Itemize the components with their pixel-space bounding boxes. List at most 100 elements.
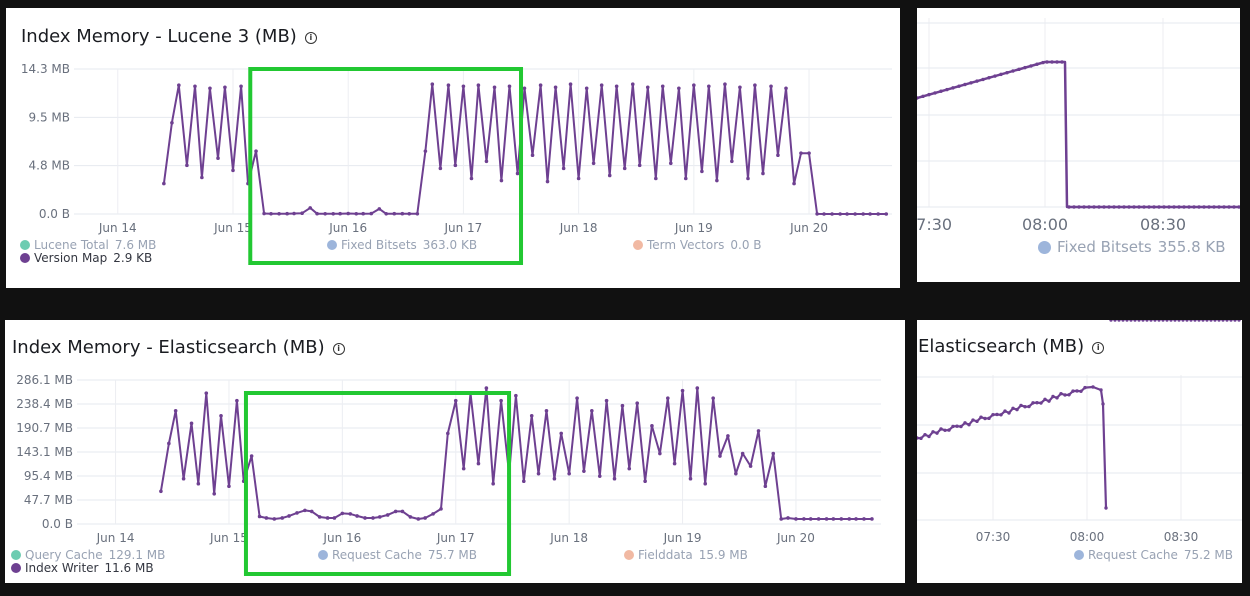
data-point bbox=[635, 401, 639, 406]
legend-item-request-cache-zoom[interactable]: Request Cache 75.2 MB bbox=[1074, 548, 1233, 562]
data-point bbox=[672, 461, 677, 466]
legend-item-fielddata[interactable]: Fielddata 15.9 MB bbox=[624, 548, 748, 562]
legend-item-term-vectors[interactable]: Term Vectors 0.0 B bbox=[633, 238, 762, 252]
y-tick-label: 190.7 MB bbox=[16, 421, 73, 435]
legend-value: 15.9 MB bbox=[698, 548, 748, 562]
data-point bbox=[854, 517, 858, 521]
legend-item-request-cache[interactable]: Request Cache 75.7 MB bbox=[318, 548, 477, 562]
data-point bbox=[453, 163, 458, 168]
x-tick-label: Jun 19 bbox=[663, 531, 702, 545]
data-point bbox=[415, 211, 420, 216]
data-point bbox=[799, 151, 803, 155]
data-point bbox=[726, 434, 730, 438]
data-point bbox=[951, 86, 955, 90]
highlight-box bbox=[248, 67, 524, 265]
legend-label: Query Cache bbox=[25, 548, 103, 562]
data-point bbox=[584, 86, 589, 91]
data-point bbox=[999, 72, 1003, 77]
data-point bbox=[963, 82, 967, 87]
data-point bbox=[377, 207, 382, 211]
legend-item-query-cache[interactable]: Query Cache 129.1 MB bbox=[11, 548, 165, 562]
data-point bbox=[476, 461, 481, 466]
data-point bbox=[538, 83, 543, 88]
data-point bbox=[794, 517, 798, 521]
legend-value: 11.6 MB bbox=[104, 561, 154, 575]
y-tick-label: 0.0 B bbox=[39, 207, 70, 221]
data-point bbox=[216, 156, 220, 161]
data-point bbox=[323, 211, 327, 216]
x-tick-label: Jun 16 bbox=[322, 531, 361, 545]
data-point bbox=[658, 451, 662, 456]
data-point bbox=[521, 479, 526, 484]
data-point bbox=[776, 153, 780, 157]
data-point bbox=[987, 416, 991, 421]
data-point bbox=[715, 178, 719, 183]
data-point bbox=[1055, 396, 1059, 400]
data-point bbox=[853, 212, 857, 216]
data-point bbox=[269, 211, 273, 216]
y-tick-label: 238.4 MB bbox=[16, 397, 73, 411]
data-point bbox=[995, 412, 999, 417]
info-icon[interactable]: i bbox=[332, 343, 345, 355]
legend-item-index-writer[interactable]: Index Writer 11.6 MB bbox=[11, 561, 154, 575]
y-tick-label: 143.1 MB bbox=[16, 445, 73, 459]
data-point bbox=[1142, 205, 1146, 209]
es-title-text: Index Memory - Elasticsearch (MB) bbox=[12, 337, 325, 358]
data-point bbox=[385, 513, 390, 517]
data-point bbox=[567, 471, 571, 476]
data-point bbox=[590, 408, 594, 413]
data-point bbox=[559, 431, 564, 436]
data-point bbox=[1112, 205, 1116, 209]
data-point bbox=[285, 211, 289, 216]
data-point bbox=[808, 517, 813, 521]
es-chart: 0.0 B 47.7 MB 95.4 MB 143.1 MB 190.7 MB 238.4… bbox=[16, 373, 881, 576]
y-tick-label: 14.3 MB bbox=[21, 62, 70, 76]
data-point bbox=[1129, 320, 1133, 322]
data-point bbox=[1165, 320, 1169, 322]
data-point bbox=[170, 120, 174, 125]
data-point bbox=[361, 211, 365, 216]
data-point bbox=[1067, 205, 1071, 209]
data-point bbox=[407, 211, 412, 216]
data-point bbox=[1137, 205, 1141, 209]
legend-item-fixed-bitsets[interactable]: Fixed Bitsets 363.0 KB bbox=[327, 238, 477, 252]
y-tick-label: 286.1 MB bbox=[16, 373, 73, 387]
x-tick-label: 08:00 bbox=[1022, 215, 1068, 234]
data-point bbox=[688, 476, 693, 481]
data-point bbox=[830, 212, 834, 216]
data-point bbox=[1137, 320, 1141, 322]
data-point bbox=[346, 211, 351, 216]
data-point bbox=[1177, 320, 1181, 322]
lucene-zoom-panel: 07:30 08:00 08:30 Fixed Bitsets 355.8 KB bbox=[917, 8, 1240, 282]
data-point bbox=[876, 212, 880, 216]
data-point bbox=[303, 508, 307, 513]
legend-item-fixed-bitsets-zoom[interactable]: Fixed Bitsets 355.8 KB bbox=[1038, 238, 1226, 256]
info-icon[interactable]: i bbox=[1092, 342, 1105, 354]
data-point bbox=[295, 511, 299, 515]
data-point bbox=[963, 421, 967, 425]
info-icon[interactable]: i bbox=[304, 32, 317, 44]
legend-value: 355.8 KB bbox=[1157, 238, 1226, 256]
data-point bbox=[822, 212, 826, 216]
data-point bbox=[1067, 393, 1071, 397]
x-tick-label: 08:00 bbox=[1070, 530, 1105, 544]
data-point bbox=[756, 429, 761, 433]
data-point bbox=[1091, 385, 1095, 389]
data-point bbox=[666, 396, 670, 400]
data-point bbox=[614, 84, 619, 89]
data-point bbox=[993, 74, 997, 78]
data-point bbox=[1005, 70, 1009, 75]
data-point bbox=[591, 161, 596, 166]
data-point bbox=[1213, 320, 1217, 322]
data-point bbox=[185, 163, 189, 168]
data-point bbox=[807, 151, 811, 155]
es-panel: Index Memory - Elasticsearch (MB) i 0.0 B… bbox=[5, 320, 905, 583]
data-point bbox=[802, 517, 806, 521]
legend-item-lucene-total[interactable]: Lucene Total 7.6 MB bbox=[20, 238, 156, 252]
data-point bbox=[287, 514, 291, 518]
lucene-chart: 0.0 B 4.8 MB 9.5 MB 14.3 MB Jun 14 Jun 15 Jun … bbox=[21, 62, 892, 265]
data-point bbox=[1145, 320, 1149, 322]
legend-dot bbox=[20, 240, 30, 250]
data-point bbox=[438, 166, 443, 171]
legend-item-version-map[interactable]: Version Map 2.9 KB bbox=[20, 251, 152, 265]
